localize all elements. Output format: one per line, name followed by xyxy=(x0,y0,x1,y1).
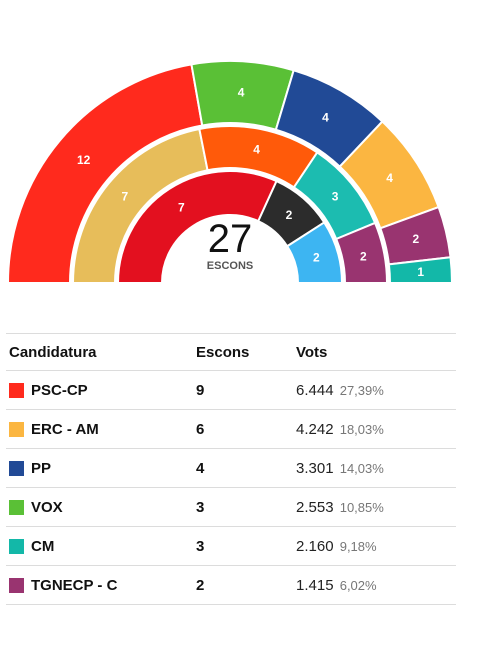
outer-ring-seat-label: 1 xyxy=(417,265,424,279)
header-votes: Vots xyxy=(296,333,456,371)
results-table: Candidatura Escons Vots PSC-CP 9 6.444 27,… xyxy=(6,333,456,605)
votes-percent: 14,03% xyxy=(339,460,384,476)
votes-cell: 2.553 10,85% xyxy=(296,487,456,527)
party-cell: PP xyxy=(6,448,196,488)
table-row: PSC-CP 9 6.444 27,39% xyxy=(6,370,456,410)
votes-cell: 1.415 6,02% xyxy=(296,565,456,605)
middle-ring-seat-label: 4 xyxy=(253,143,260,157)
party-color-swatch xyxy=(9,577,24,593)
votes-count: 3.301 xyxy=(296,459,334,477)
middle-ring-seat-label: 3 xyxy=(332,190,339,204)
seats-cell: 3 xyxy=(196,487,296,527)
party-name: PSC-CP xyxy=(31,381,88,399)
header-party-label: Candidatura xyxy=(9,343,97,361)
party-cell: VOX xyxy=(6,487,196,527)
total-seats-number: 27 xyxy=(208,217,253,261)
votes-count: 2.160 xyxy=(296,537,334,555)
party-name: PP xyxy=(31,459,52,477)
inner-ring-seat-label: 2 xyxy=(286,208,293,222)
middle-ring-seat-label: 7 xyxy=(122,190,129,204)
party-color-swatch xyxy=(9,382,24,398)
party-color-swatch xyxy=(9,460,24,476)
party-wrap: VOX xyxy=(6,499,196,516)
results-body: PSC-CP 9 6.444 27,39% ERC - AM 6 4.242 18,03%… xyxy=(6,370,456,605)
votes-cell: 6.444 27,39% xyxy=(296,370,456,410)
party-wrap: ERC - AM xyxy=(6,421,196,438)
votes-percent: 27,39% xyxy=(339,382,384,398)
table-row: VOX 3 2.553 10,85% xyxy=(6,487,456,527)
outer-ring-seat-label: 4 xyxy=(386,171,393,185)
party-color-swatch xyxy=(9,538,24,554)
header-seats: Escons xyxy=(196,333,296,371)
seats-cell: 4 xyxy=(196,448,296,488)
inner-ring-seat-label: 2 xyxy=(313,251,320,265)
votes-count: 1.415 xyxy=(296,576,334,594)
votes-cell: 3.301 14,03% xyxy=(296,448,456,488)
outer-ring-segment xyxy=(387,256,454,284)
party-color-swatch xyxy=(9,499,24,515)
party-cell: PSC-CP xyxy=(6,370,196,410)
outer-ring-seat-label: 4 xyxy=(322,111,329,125)
party-cell: ERC - AM xyxy=(6,409,196,449)
table-row: CM 3 2.160 9,18% xyxy=(6,526,456,566)
outer-ring-seat-label: 4 xyxy=(238,85,245,99)
votes-percent: 10,85% xyxy=(339,499,384,515)
results-header-row: Candidatura Escons Vots xyxy=(6,333,456,371)
inner-ring-segment xyxy=(285,221,344,284)
inner-ring-seat-label: 7 xyxy=(178,200,185,214)
middle-ring-seat-label: 2 xyxy=(360,249,367,263)
party-cell: TGNECP - C xyxy=(6,565,196,605)
seats-cell: 6 xyxy=(196,409,296,449)
inner-ring-segment xyxy=(116,170,278,284)
party-name: VOX xyxy=(31,498,63,516)
middle-ring-segment xyxy=(334,221,389,284)
party-wrap: PSC-CP xyxy=(6,382,196,399)
party-name: TGNECP - C xyxy=(31,576,118,594)
header-party: Candidatura xyxy=(6,333,196,371)
outer-ring-seat-label: 2 xyxy=(413,232,420,246)
outer-ring-seat-label: 12 xyxy=(77,153,91,167)
votes-cell: 4.242 18,03% xyxy=(296,409,456,449)
total-seats-label: ESCONS xyxy=(207,260,253,272)
table-row: TGNECP - C 2 1.415 6,02% xyxy=(6,565,456,605)
votes-count: 4.242 xyxy=(296,420,334,438)
votes-percent: 9,18% xyxy=(339,538,377,554)
votes-percent: 6,02% xyxy=(339,577,377,593)
party-wrap: TGNECP - C xyxy=(6,577,196,594)
table-row: PP 4 3.301 14,03% xyxy=(6,448,456,488)
party-name: ERC - AM xyxy=(31,420,99,438)
party-wrap: PP xyxy=(6,460,196,477)
party-name: CM xyxy=(31,537,55,555)
votes-percent: 18,03% xyxy=(339,421,384,437)
seats-cell: 9 xyxy=(196,370,296,410)
table-row: ERC - AM 6 4.242 18,03% xyxy=(6,409,456,449)
seats-cell: 2 xyxy=(196,565,296,605)
seats-cell: 3 xyxy=(196,526,296,566)
party-wrap: CM xyxy=(6,538,196,555)
votes-count: 2.553 xyxy=(296,498,334,516)
votes-cell: 2.160 9,18% xyxy=(296,526,456,566)
votes-count: 6.444 xyxy=(296,381,334,399)
party-color-swatch xyxy=(9,421,24,437)
party-cell: CM xyxy=(6,526,196,566)
